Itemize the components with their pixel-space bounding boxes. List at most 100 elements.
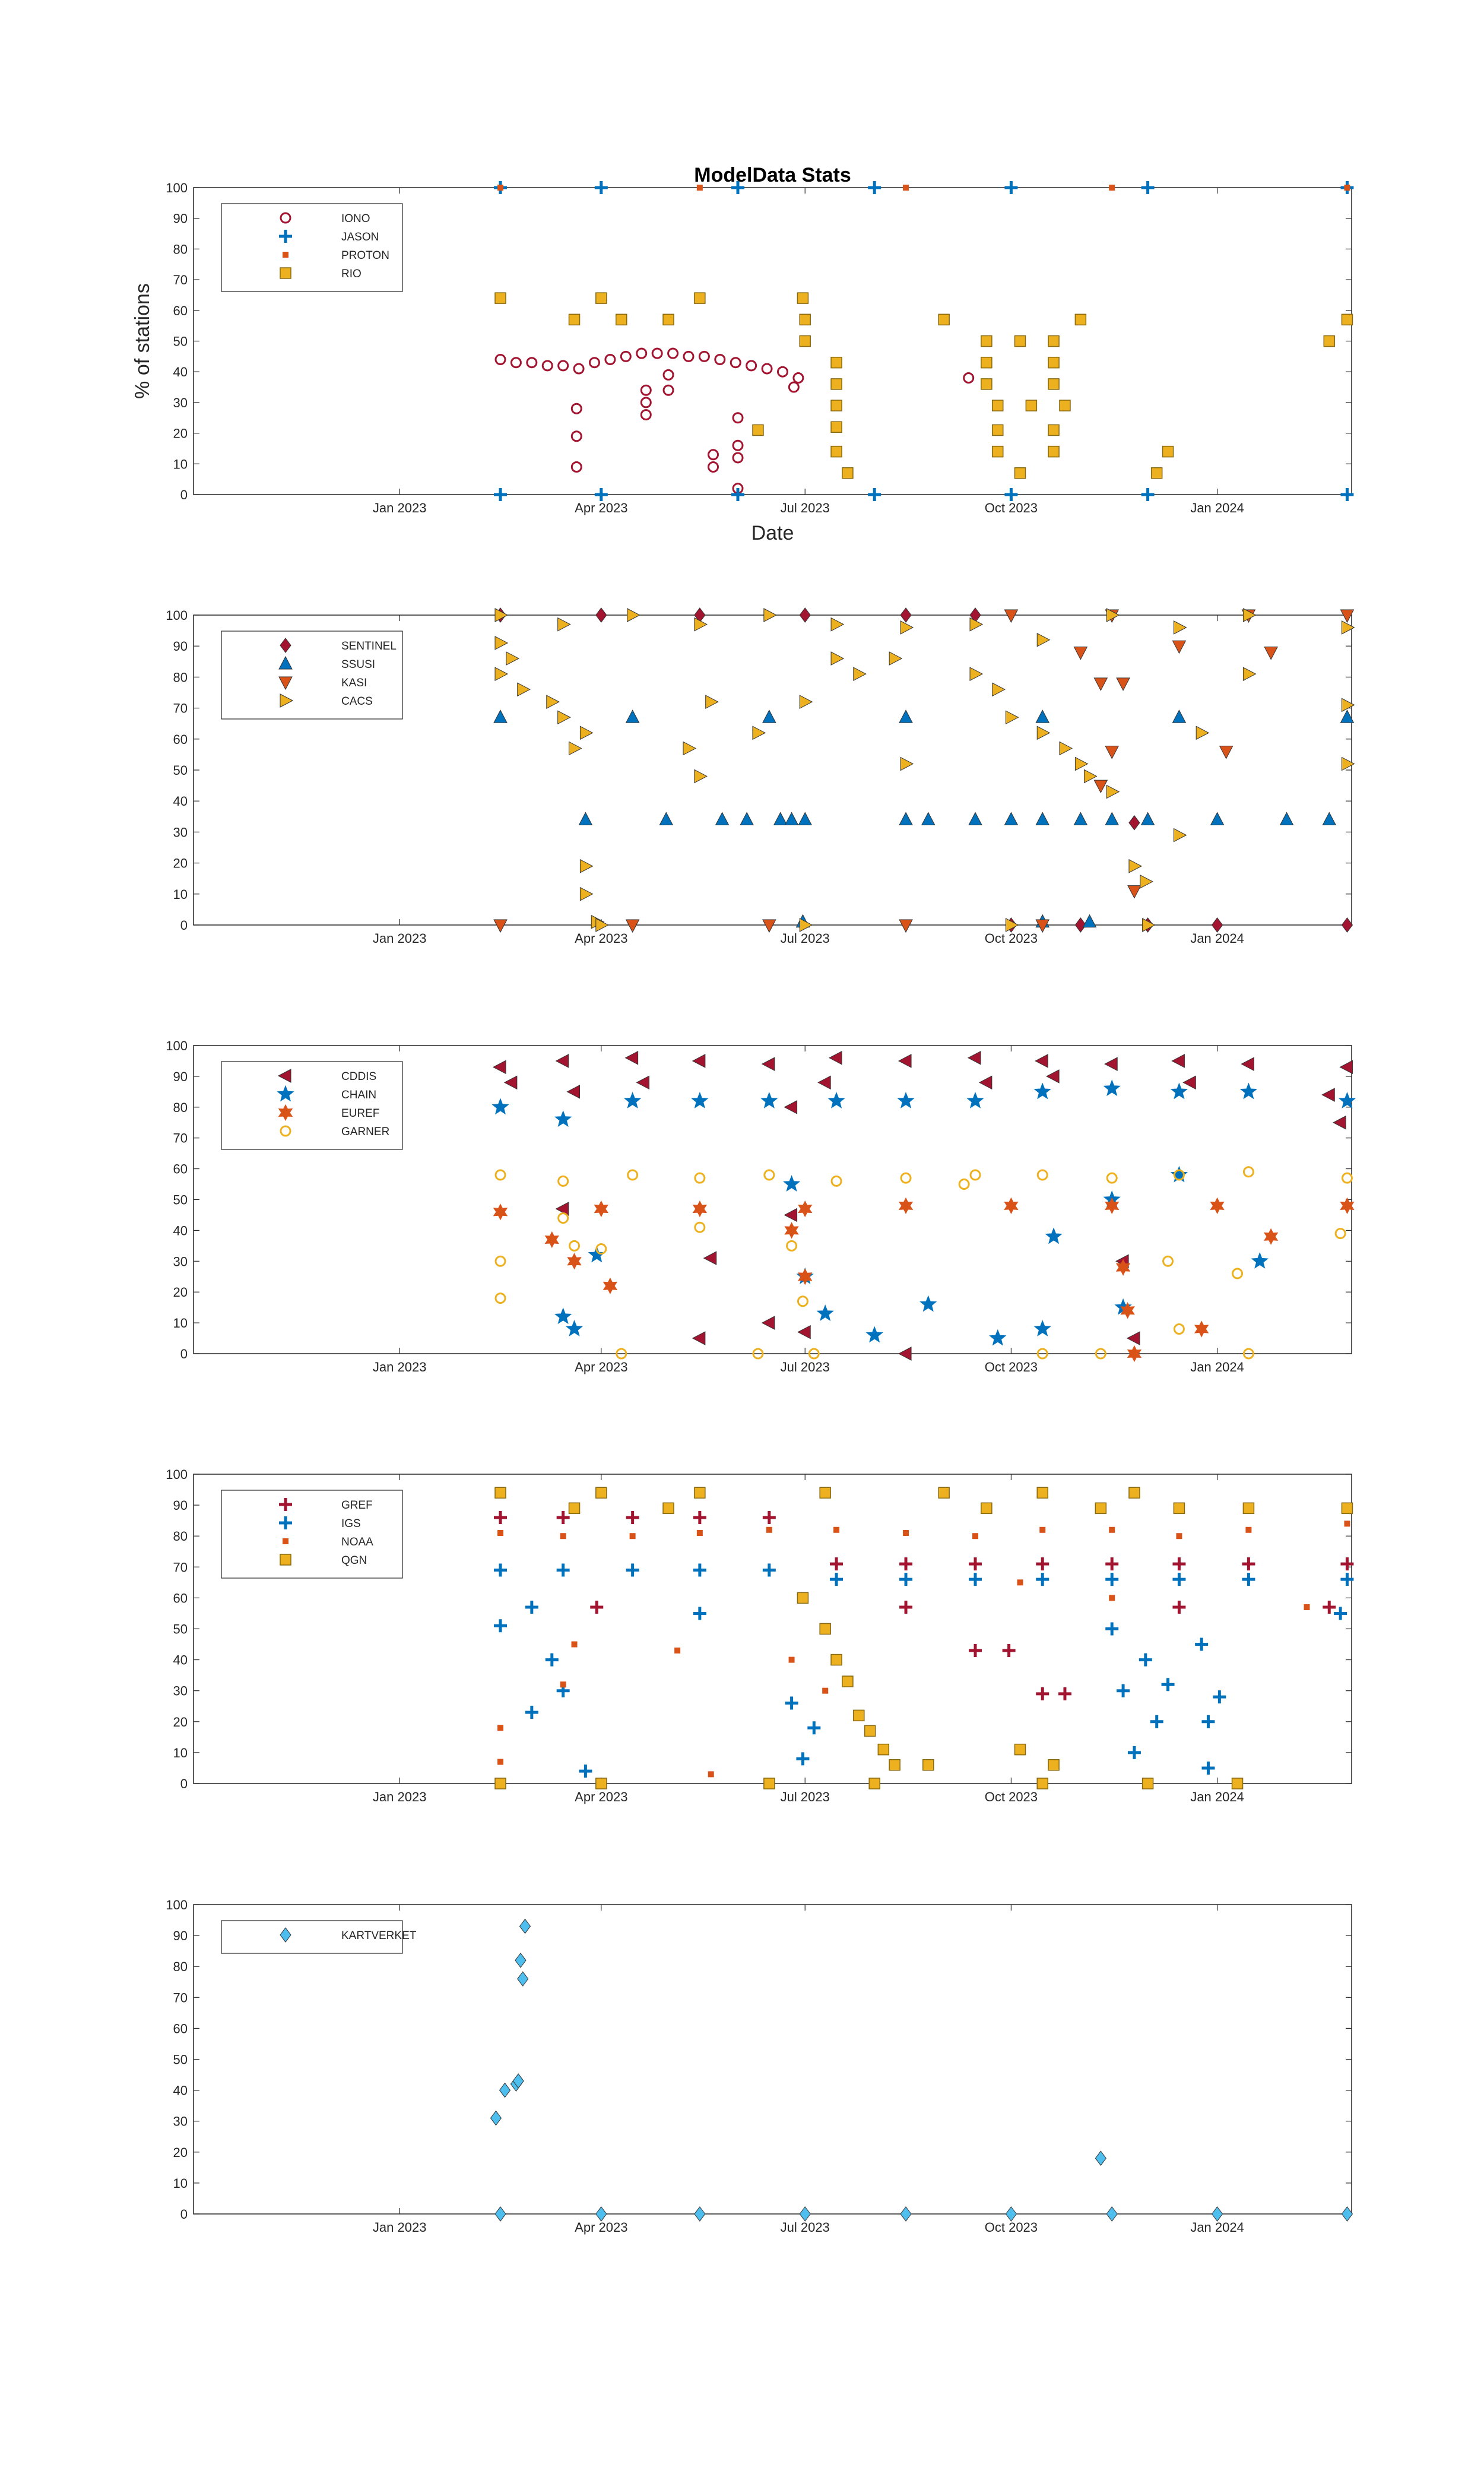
series-jason bbox=[493, 181, 1354, 501]
data-point bbox=[898, 1197, 914, 1215]
data-point bbox=[752, 424, 764, 436]
data-point bbox=[595, 1778, 607, 1789]
legend-label: IGS bbox=[341, 1518, 361, 1530]
data-point bbox=[506, 651, 519, 666]
data-point bbox=[900, 607, 912, 623]
data-point bbox=[833, 1526, 840, 1533]
data-point bbox=[1334, 1228, 1346, 1240]
legend-marker bbox=[280, 267, 291, 279]
data-point bbox=[1162, 1255, 1174, 1267]
data-point bbox=[830, 617, 845, 632]
legend-marker bbox=[278, 655, 293, 670]
data-point bbox=[808, 1348, 820, 1360]
legend-label: NOAA bbox=[341, 1536, 373, 1548]
data-point bbox=[1036, 1687, 1049, 1700]
data-point bbox=[853, 1709, 865, 1722]
data-point bbox=[620, 350, 632, 362]
data-point bbox=[1245, 1526, 1252, 1533]
series-qgn bbox=[494, 1487, 1353, 1789]
y-tick-label: 0 bbox=[180, 918, 188, 933]
data-point bbox=[1242, 1348, 1254, 1360]
data-point bbox=[1239, 1082, 1258, 1100]
data-point bbox=[1033, 1082, 1051, 1100]
data-point bbox=[560, 1533, 566, 1539]
series-igs bbox=[493, 1563, 1354, 1778]
data-point bbox=[1231, 1778, 1244, 1789]
data-point bbox=[799, 607, 811, 623]
data-point bbox=[1073, 647, 1088, 660]
data-point bbox=[503, 1075, 518, 1090]
data-point bbox=[1004, 181, 1018, 194]
data-point bbox=[830, 421, 842, 433]
data-point bbox=[1173, 1169, 1185, 1181]
y-tick-label: 10 bbox=[173, 457, 188, 471]
y-tick-label: 100 bbox=[166, 180, 188, 195]
data-point bbox=[1128, 815, 1140, 831]
data-point bbox=[1213, 1690, 1226, 1704]
legend-marker bbox=[280, 693, 294, 708]
data-point bbox=[981, 1502, 992, 1515]
data-point bbox=[1025, 400, 1038, 411]
data-point bbox=[938, 313, 950, 326]
data-point bbox=[1340, 1197, 1355, 1215]
data-point bbox=[517, 682, 531, 697]
data-point bbox=[1341, 1172, 1353, 1184]
data-point bbox=[1211, 2206, 1223, 2222]
data-point bbox=[797, 292, 809, 304]
data-point bbox=[571, 1641, 578, 1648]
data-point bbox=[1093, 780, 1108, 794]
data-point bbox=[510, 357, 522, 369]
data-point bbox=[1162, 445, 1174, 458]
data-point bbox=[588, 357, 600, 369]
data-point bbox=[557, 1175, 569, 1187]
data-point bbox=[1126, 1331, 1140, 1345]
data-point bbox=[616, 313, 627, 326]
y-tick-label: 90 bbox=[173, 639, 188, 654]
data-point bbox=[499, 2082, 511, 2098]
data-point bbox=[494, 1293, 506, 1304]
data-point bbox=[694, 2206, 706, 2222]
data-point bbox=[570, 430, 582, 442]
data-point bbox=[566, 1085, 581, 1099]
data-point bbox=[1232, 1268, 1244, 1279]
data-point bbox=[776, 366, 788, 378]
data-point bbox=[981, 378, 992, 390]
data-point bbox=[662, 384, 674, 396]
data-point bbox=[1141, 181, 1155, 194]
legend-label: RIO bbox=[341, 268, 362, 280]
y-tick-label: 80 bbox=[173, 1959, 188, 1974]
data-point bbox=[683, 741, 697, 756]
legend-marker bbox=[280, 638, 291, 653]
data-point bbox=[1323, 1601, 1336, 1614]
data-point bbox=[497, 1759, 503, 1765]
data-point bbox=[1339, 1060, 1353, 1075]
data-point bbox=[1341, 698, 1355, 712]
x-tick-label: Jan 2024 bbox=[1190, 500, 1244, 515]
x-tick-label: Jan 2023 bbox=[373, 500, 427, 515]
data-point bbox=[1005, 918, 1019, 932]
data-point bbox=[1172, 1573, 1186, 1586]
y-tick-label: 0 bbox=[180, 2207, 188, 2222]
data-point bbox=[624, 1050, 639, 1065]
data-point bbox=[992, 682, 1006, 697]
data-point bbox=[817, 1075, 831, 1090]
data-point bbox=[1120, 1302, 1135, 1319]
data-point bbox=[494, 1169, 506, 1181]
x-tick-label: Oct 2023 bbox=[985, 2220, 1038, 2235]
data-point bbox=[784, 1208, 798, 1222]
y-tick-label: 10 bbox=[173, 2176, 188, 2191]
data-point bbox=[545, 1653, 559, 1667]
data-point bbox=[992, 400, 1004, 411]
data-points bbox=[493, 181, 1354, 501]
data-points bbox=[492, 1050, 1356, 1362]
y-tick-label: 100 bbox=[166, 1467, 188, 1482]
data-point bbox=[1105, 1197, 1120, 1215]
data-point bbox=[819, 1623, 831, 1635]
data-point bbox=[830, 1573, 844, 1586]
data-point bbox=[830, 378, 842, 390]
data-point bbox=[579, 886, 594, 901]
data-points bbox=[490, 1918, 1353, 2222]
data-point bbox=[1073, 812, 1088, 826]
data-point bbox=[782, 1175, 801, 1192]
data-point bbox=[798, 1268, 813, 1285]
